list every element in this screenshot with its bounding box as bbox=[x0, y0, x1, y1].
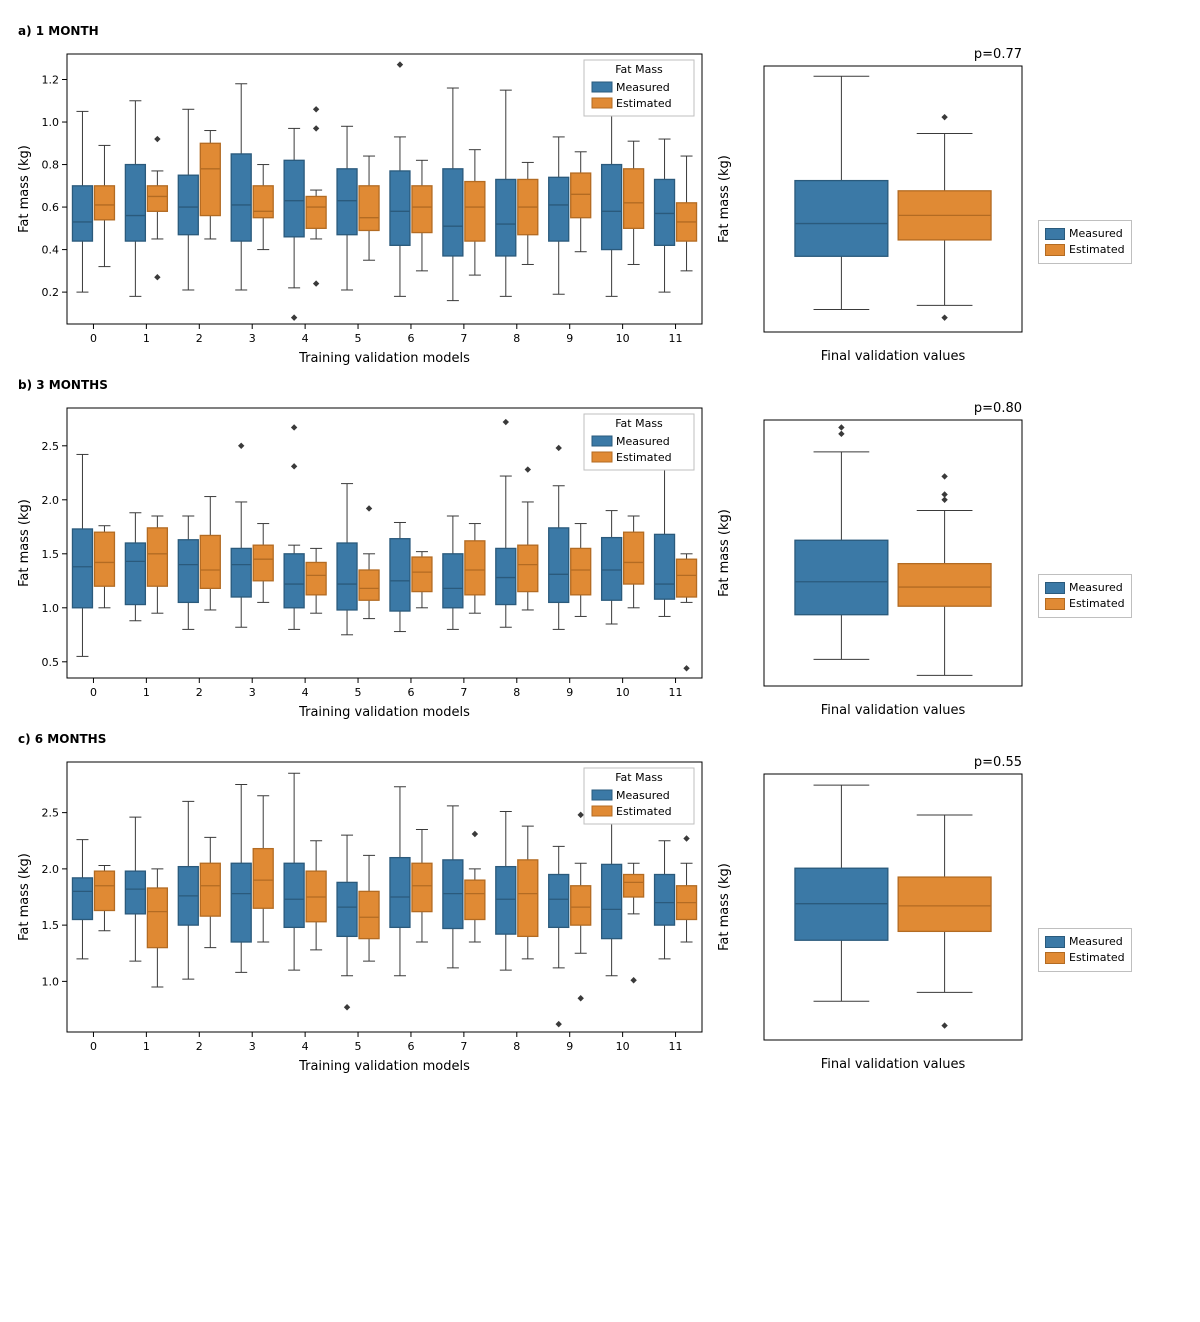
svg-text:9: 9 bbox=[566, 332, 573, 345]
svg-text:0.6: 0.6 bbox=[42, 201, 60, 214]
svg-text:10: 10 bbox=[616, 1040, 630, 1053]
svg-text:11: 11 bbox=[669, 332, 683, 345]
panel-row-b: 0.5 1.0 1.5 2.0 2.5 Fat mass (kg) 0 1 2 3 4 5 6 7 8 9 10… bbox=[12, 396, 1188, 726]
svg-text:Final validation values: Final validation values bbox=[821, 703, 966, 718]
svg-text:11: 11 bbox=[669, 1040, 683, 1053]
svg-text:10: 10 bbox=[616, 332, 630, 345]
svg-text:Measured: Measured bbox=[616, 81, 670, 94]
svg-text:5: 5 bbox=[355, 1040, 362, 1053]
svg-text:6: 6 bbox=[407, 332, 414, 345]
svg-text:4: 4 bbox=[302, 332, 309, 345]
svg-text:10: 10 bbox=[616, 686, 630, 699]
svg-text:Fat mass (kg): Fat mass (kg) bbox=[717, 155, 732, 243]
svg-text:Estimated: Estimated bbox=[616, 451, 672, 464]
svg-text:Fat mass (kg): Fat mass (kg) bbox=[17, 145, 32, 233]
svg-text:1.0: 1.0 bbox=[42, 602, 60, 615]
svg-text:6: 6 bbox=[407, 1040, 414, 1053]
svg-text:8: 8 bbox=[513, 332, 520, 345]
svg-text:3: 3 bbox=[249, 686, 256, 699]
svg-text:2.5: 2.5 bbox=[42, 440, 60, 453]
svg-text:Training validation models: Training validation models bbox=[298, 705, 470, 720]
svg-text:7: 7 bbox=[460, 1040, 467, 1053]
svg-text:2: 2 bbox=[196, 332, 203, 345]
panel-title-c: c) 6 MONTHS bbox=[18, 732, 1188, 746]
svg-text:1.0: 1.0 bbox=[42, 116, 60, 129]
svg-text:9: 9 bbox=[566, 1040, 573, 1053]
external-legend-a: MeasuredEstimated bbox=[1038, 220, 1132, 264]
svg-text:8: 8 bbox=[513, 1040, 520, 1053]
panel-row-c: 1.0 1.5 2.0 2.5 Fat mass (kg) 0 1 2 3 4 5 6 7 8 9 10 11 T… bbox=[12, 750, 1188, 1080]
svg-text:7: 7 bbox=[460, 332, 467, 345]
svg-text:0.4: 0.4 bbox=[42, 244, 60, 257]
svg-text:1.0: 1.0 bbox=[42, 975, 60, 988]
svg-text:5: 5 bbox=[355, 332, 362, 345]
external-legend-c: MeasuredEstimated bbox=[1038, 928, 1132, 972]
svg-text:Fat Mass: Fat Mass bbox=[615, 771, 663, 784]
external-legend-b: MeasuredEstimated bbox=[1038, 574, 1132, 618]
svg-text:Final validation values: Final validation values bbox=[821, 1057, 966, 1072]
svg-text:4: 4 bbox=[302, 1040, 309, 1053]
svg-text:2.0: 2.0 bbox=[42, 494, 60, 507]
svg-text:Fat mass (kg): Fat mass (kg) bbox=[717, 509, 732, 597]
svg-text:0: 0 bbox=[90, 686, 97, 699]
svg-text:0.8: 0.8 bbox=[42, 159, 60, 172]
svg-text:9: 9 bbox=[566, 686, 573, 699]
svg-text:Training validation models: Training validation models bbox=[298, 351, 470, 366]
svg-text:Training validation models: Training validation models bbox=[298, 1059, 470, 1074]
final-chart-a: p=0.77 Fat mass (kg) Final validation valu… bbox=[712, 42, 1032, 372]
svg-text:2: 2 bbox=[196, 686, 203, 699]
svg-text:Estimated: Estimated bbox=[616, 805, 672, 818]
svg-text:5: 5 bbox=[355, 686, 362, 699]
svg-text:Measured: Measured bbox=[616, 789, 670, 802]
svg-text:6: 6 bbox=[407, 686, 414, 699]
final-chart-c: p=0.55 Fat mass (kg) Final validation valu… bbox=[712, 750, 1032, 1080]
svg-text:p=0.55: p=0.55 bbox=[974, 755, 1022, 770]
svg-text:Fat mass (kg): Fat mass (kg) bbox=[17, 499, 32, 587]
svg-text:Fat Mass: Fat Mass bbox=[615, 63, 663, 76]
svg-text:1: 1 bbox=[143, 686, 150, 699]
svg-text:Fat mass (kg): Fat mass (kg) bbox=[17, 853, 32, 941]
svg-text:7: 7 bbox=[460, 686, 467, 699]
svg-text:Fat Mass: Fat Mass bbox=[615, 417, 663, 430]
svg-text:Final validation values: Final validation values bbox=[821, 349, 966, 364]
svg-text:Fat mass (kg): Fat mass (kg) bbox=[717, 863, 732, 951]
svg-text:1.5: 1.5 bbox=[42, 919, 60, 932]
svg-text:Estimated: Estimated bbox=[616, 97, 672, 110]
final-chart-b: p=0.80 Fat mass (kg) Final validation valu… bbox=[712, 396, 1032, 726]
svg-text:2: 2 bbox=[196, 1040, 203, 1053]
svg-text:p=0.77: p=0.77 bbox=[974, 47, 1022, 62]
svg-text:Measured: Measured bbox=[616, 435, 670, 448]
svg-text:1.2: 1.2 bbox=[42, 74, 60, 87]
svg-text:p=0.80: p=0.80 bbox=[974, 401, 1022, 416]
svg-text:4: 4 bbox=[302, 686, 309, 699]
svg-text:0: 0 bbox=[90, 332, 97, 345]
svg-text:1.5: 1.5 bbox=[42, 548, 60, 561]
training-chart-b: 0.5 1.0 1.5 2.0 2.5 Fat mass (kg) 0 1 2 3 4 5 6 7 8 9 10… bbox=[12, 396, 712, 726]
panel-title-a: a) 1 MONTH bbox=[18, 24, 1188, 38]
training-chart-a: 0.2 0.4 0.6 0.8 1.0 1.2 Fat mass (kg) 0 1 2 3 4 5 6 7 8… bbox=[12, 42, 712, 372]
panel-row-a: 0.2 0.4 0.6 0.8 1.0 1.2 Fat mass (kg) 0 1 2 3 4 5 6 7 8… bbox=[12, 42, 1188, 372]
svg-text:11: 11 bbox=[669, 686, 683, 699]
svg-text:0: 0 bbox=[90, 1040, 97, 1053]
svg-text:1: 1 bbox=[143, 1040, 150, 1053]
svg-text:0.2: 0.2 bbox=[42, 286, 60, 299]
svg-text:2.5: 2.5 bbox=[42, 807, 60, 820]
svg-text:8: 8 bbox=[513, 686, 520, 699]
svg-text:3: 3 bbox=[249, 1040, 256, 1053]
panel-title-b: b) 3 MONTHS bbox=[18, 378, 1188, 392]
svg-text:2.0: 2.0 bbox=[42, 863, 60, 876]
svg-text:0.5: 0.5 bbox=[42, 656, 60, 669]
training-chart-c: 1.0 1.5 2.0 2.5 Fat mass (kg) 0 1 2 3 4 5 6 7 8 9 10 11 T… bbox=[12, 750, 712, 1080]
svg-text:1: 1 bbox=[143, 332, 150, 345]
svg-text:3: 3 bbox=[249, 332, 256, 345]
